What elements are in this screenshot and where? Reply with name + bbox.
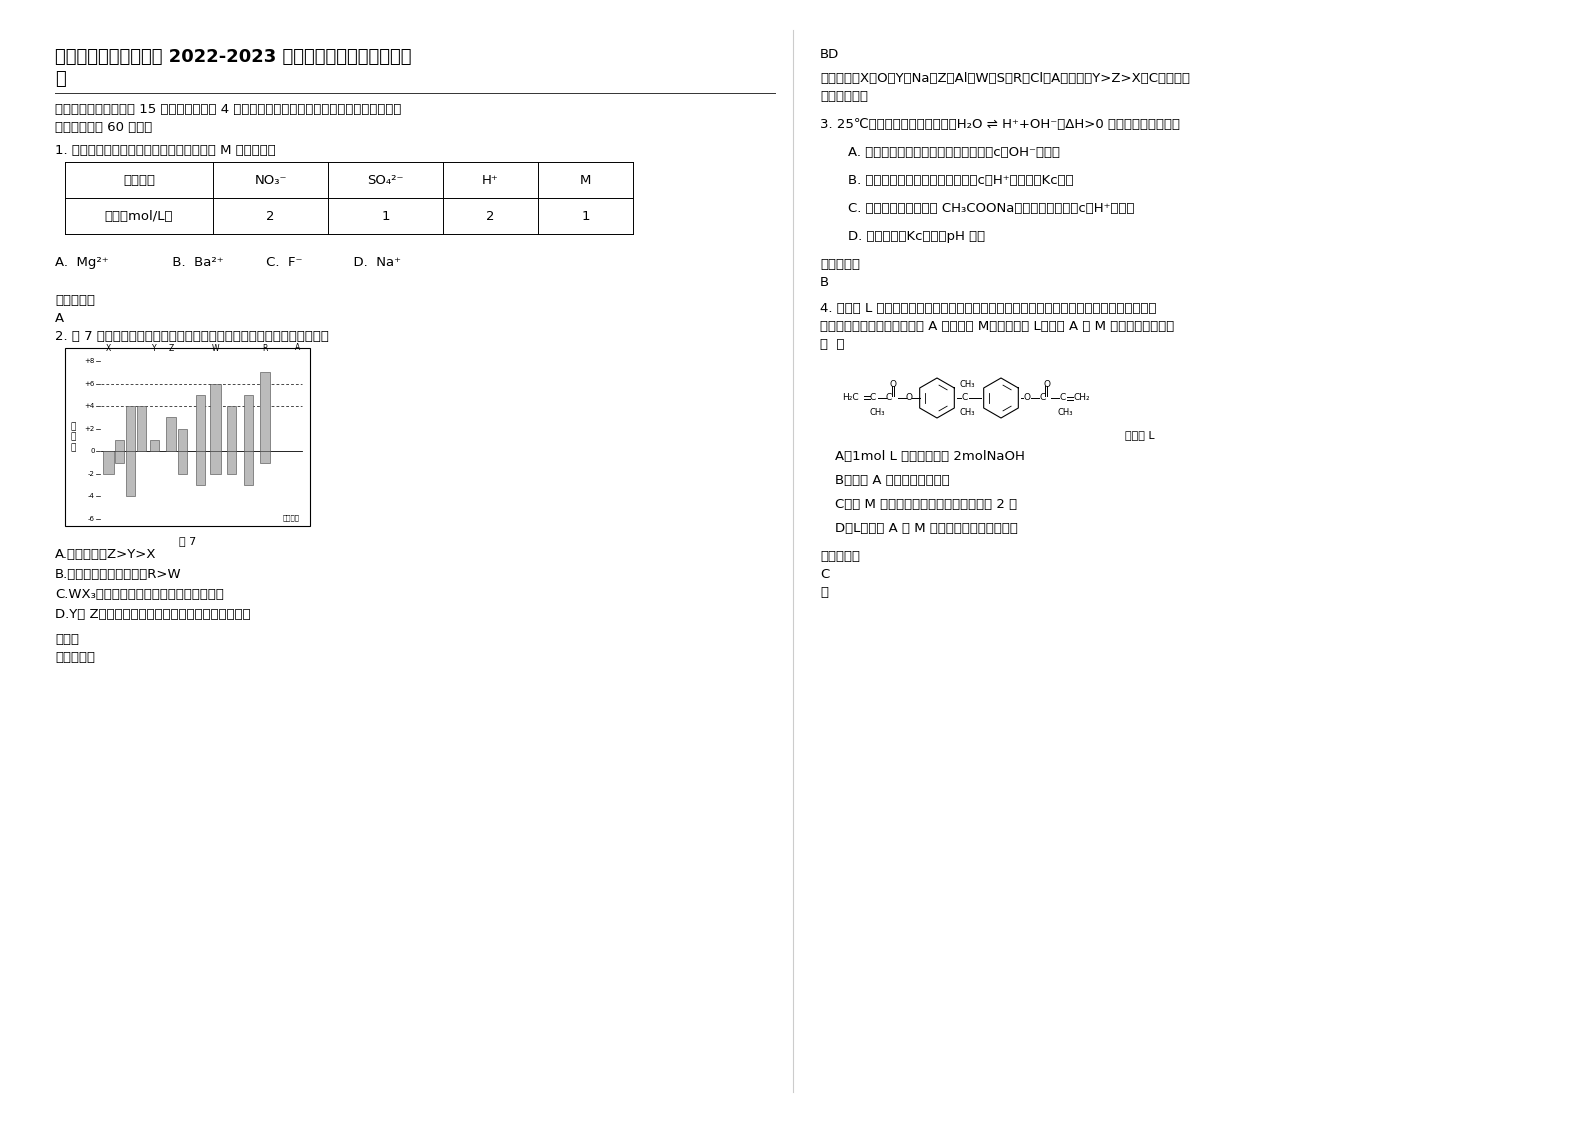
Text: 0: 0 (90, 449, 95, 454)
Text: 3. 25℃时，水的电离达到平衡：H₂O ⇌ H⁺+OH⁻；ΔH>0 。下列叙述正确的是: 3. 25℃时，水的电离达到平衡：H₂O ⇌ H⁺+OH⁻；ΔH>0 。下列叙述… (820, 118, 1181, 131)
Text: 题目要求，共 60 分。）: 题目要求，共 60 分。） (56, 121, 152, 134)
Text: R: R (262, 344, 268, 353)
Text: A.  Mg²⁺               B.  Ba²⁺          C.  F⁻            D.  Na⁺: A. Mg²⁺ B. Ba²⁺ C. F⁻ D. Na⁺ (56, 256, 402, 269)
Text: +6: +6 (84, 380, 95, 386)
Text: B.气态氢化物的稳定性：R>W: B.气态氢化物的稳定性：R>W (56, 568, 181, 581)
Text: C. 向水中加入少量固体 CH₃COONa，平衡逆向移动，c（H⁺）降低: C. 向水中加入少量固体 CH₃COONa，平衡逆向移动，c（H⁺）降低 (847, 202, 1135, 215)
Text: B: B (820, 276, 828, 289)
Bar (178, 429, 187, 451)
Text: BD: BD (820, 48, 840, 61)
Bar (195, 395, 205, 451)
Text: 在一定条件下水解可生成双酚 A 和有机酸 M。下列关于 L、双酚 A 和 M 的叙述中正确的是: 在一定条件下水解可生成双酚 A 和有机酸 M。下列关于 L、双酚 A 和 M 的… (820, 320, 1174, 333)
Text: C．与 M 含相同官能团的同分异构体还有 2 种: C．与 M 含相同官能团的同分异构体还有 2 种 (835, 498, 1017, 511)
Text: 所含离子: 所含离子 (124, 174, 156, 186)
Text: Y: Y (152, 344, 157, 353)
Text: C: C (1039, 393, 1046, 402)
Text: （  ）: （ ） (820, 338, 844, 351)
Text: 原子序数: 原子序数 (282, 514, 300, 521)
Text: A.原子半径：Z>Y>X: A.原子半径：Z>Y>X (56, 548, 157, 561)
Text: +4: +4 (84, 403, 95, 410)
Text: -2: -2 (89, 471, 95, 477)
Text: +8: +8 (84, 358, 95, 364)
Text: CH₃: CH₃ (870, 408, 884, 417)
Text: D. 将水加热，Kᴄ增大，pH 不变: D. 将水加热，Kᴄ增大，pH 不变 (847, 230, 986, 243)
Bar (244, 451, 252, 485)
Text: H⁺: H⁺ (482, 174, 498, 186)
Bar (227, 406, 236, 451)
Text: CH₃: CH₃ (960, 408, 976, 417)
Text: D.Y和 Z两者最高价氧化物对应的水化物能相互反应: D.Y和 Z两者最高价氧化物对应的水化物能相互反应 (56, 608, 251, 620)
Text: W: W (211, 344, 219, 353)
Text: H₂C: H₂C (843, 393, 859, 402)
Text: CH₂: CH₂ (1073, 393, 1090, 402)
Bar (114, 451, 124, 462)
Text: 共价化合物。: 共价化合物。 (820, 90, 868, 103)
Bar (103, 451, 114, 473)
Text: C: C (886, 393, 892, 402)
Text: 1. 某混合溶液中所含离子的浓度如下表，则 M 离子可能为: 1. 某混合溶液中所含离子的浓度如下表，则 M 离子可能为 (56, 144, 276, 157)
Text: 2. 图 7 是部分短周期元素化合价与原子序数的关系图，下列说法正确的是: 2. 图 7 是部分短周期元素化合价与原子序数的关系图，下列说法正确的是 (56, 330, 329, 343)
Text: -4: -4 (89, 494, 95, 499)
Text: 一、单选题（本大题共 15 个小题，每小题 4 分。在每小题给出的四个选项中，只有一项符合: 一、单选题（本大题共 15 个小题，每小题 4 分。在每小题给出的四个选项中，只… (56, 103, 402, 116)
Text: -6: -6 (87, 516, 95, 522)
Text: +2: +2 (84, 425, 95, 432)
Bar (195, 451, 205, 485)
Text: NO₃⁻: NO₃⁻ (254, 174, 287, 186)
Text: SO₄²⁻: SO₄²⁻ (367, 174, 403, 186)
Text: 参考答案：: 参考答案： (820, 550, 860, 563)
Text: 1: 1 (581, 210, 590, 222)
Bar (65, 348, 309, 526)
Text: B．双酚 A 与苯酚互为同系物: B．双酚 A 与苯酚互为同系物 (835, 473, 949, 487)
Text: 化合物 L: 化合物 L (1125, 430, 1155, 440)
Bar (114, 440, 124, 451)
Text: O: O (1024, 393, 1030, 402)
Text: 从图看知：X为O，Y为Na，Z为Al，W为S，R为Cl。A、应该是Y>Z>X。C、硫酸为: 从图看知：X为O，Y为Na，Z为Al，W为S，R为Cl。A、应该是Y>Z>X。C… (820, 72, 1190, 85)
Text: A: A (56, 312, 63, 325)
Bar (167, 417, 176, 451)
Text: X: X (106, 344, 111, 353)
Text: 化
合
价: 化 合 价 (70, 422, 76, 452)
Text: 2: 2 (486, 210, 495, 222)
Text: D．L、双酚 A 和 M 均能与溴水发生加成反应: D．L、双酚 A 和 M 均能与溴水发生加成反应 (835, 522, 1017, 535)
Text: CH₃: CH₃ (1059, 408, 1073, 417)
Text: Z: Z (168, 344, 173, 353)
Bar (125, 451, 135, 496)
Text: 图 7: 图 7 (179, 536, 197, 546)
Text: A: A (295, 343, 300, 352)
Text: CH₃: CH₃ (960, 380, 976, 389)
Text: 参考答案：: 参考答案： (820, 258, 860, 272)
Bar (260, 451, 270, 462)
Text: 1: 1 (381, 210, 390, 222)
Text: A．1mol L 水解可以消耗 2molNaOH: A．1mol L 水解可以消耗 2molNaOH (835, 450, 1025, 463)
Text: 湖北省荆州市南闸中学 2022-2023 学年高三化学期末试卷含解: 湖北省荆州市南闸中学 2022-2023 学年高三化学期末试卷含解 (56, 48, 411, 66)
Text: A. 向水中加入稀氨水，平衡逆向移动，c（OH⁻）降低: A. 向水中加入稀氨水，平衡逆向移动，c（OH⁻）降低 (847, 146, 1060, 159)
Text: B. 向水中加入少量固体硫酸氢钠，c（H⁺）增大，Kᴄ不变: B. 向水中加入少量固体硫酸氢钠，c（H⁺）增大，Kᴄ不变 (847, 174, 1074, 187)
Bar (244, 395, 252, 451)
Bar (149, 440, 159, 451)
Bar (227, 451, 236, 473)
Text: 略: 略 (820, 586, 828, 599)
Text: O: O (1043, 380, 1051, 389)
Text: M: M (579, 174, 592, 186)
Text: 析: 析 (56, 70, 65, 88)
Bar (178, 451, 187, 473)
Text: 浓度（mol/L）: 浓度（mol/L） (105, 210, 173, 222)
Bar (209, 384, 221, 451)
Text: O: O (906, 393, 913, 402)
Bar (125, 406, 135, 451)
Text: 解析：: 解析： (56, 633, 79, 646)
Bar (209, 451, 221, 473)
Text: 4. 化合物 L 是一种能使人及动物的内分泌系统发生紊乱导致生育及繁殖异常的环境激素，它: 4. 化合物 L 是一种能使人及动物的内分泌系统发生紊乱导致生育及繁殖异常的环境… (820, 302, 1157, 315)
Text: 2: 2 (267, 210, 275, 222)
Text: 参考答案：: 参考答案： (56, 294, 95, 307)
Text: C: C (820, 568, 830, 581)
Bar (260, 373, 270, 451)
Text: C.WX₃和水反应形成的化合物是离子化合物: C.WX₃和水反应形成的化合物是离子化合物 (56, 588, 224, 601)
Text: O: O (890, 380, 897, 389)
Text: C: C (962, 393, 966, 402)
Text: 参考答案：: 参考答案： (56, 651, 95, 664)
Bar (136, 406, 146, 451)
Text: C: C (870, 393, 876, 402)
Text: C: C (1059, 393, 1065, 402)
